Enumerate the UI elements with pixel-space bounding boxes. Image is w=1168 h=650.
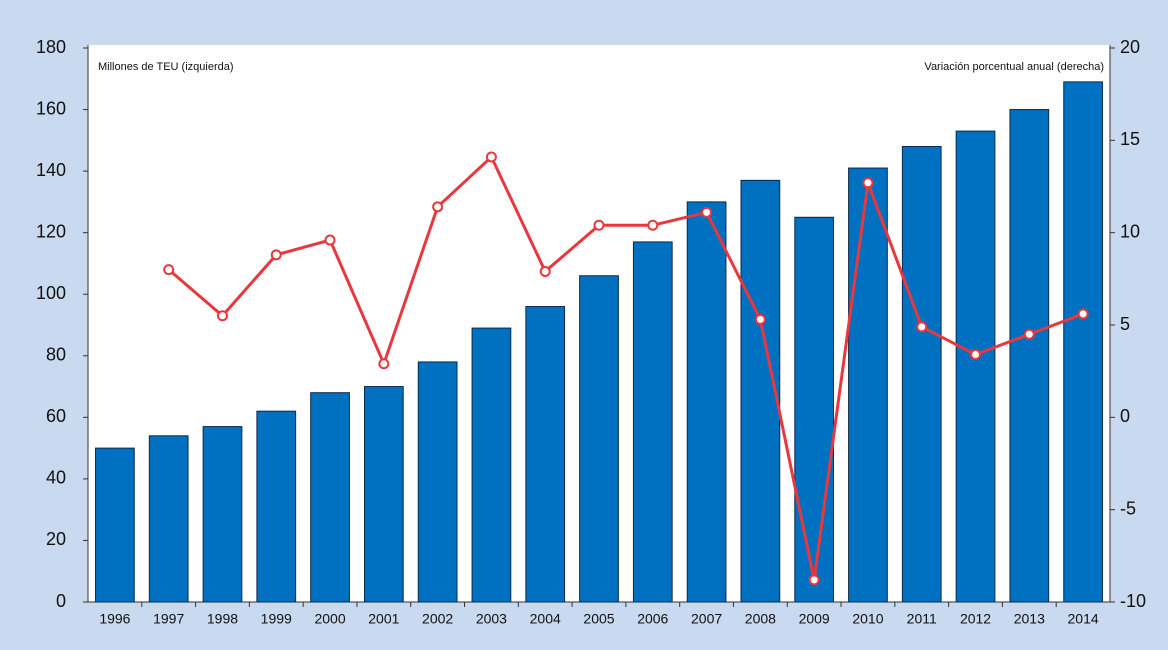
line-marker: [701, 206, 713, 218]
bar: [363, 386, 404, 603]
line-marker: [754, 313, 766, 325]
line-marker: [270, 249, 282, 261]
y-tick-label: 160: [36, 98, 66, 118]
bar: [686, 201, 727, 603]
y2-tick-label: 0: [1120, 406, 1130, 426]
bar: [310, 392, 350, 603]
x-tick-label: 2004: [530, 611, 561, 627]
y-tick-label: 100: [36, 283, 66, 303]
line-marker: [432, 201, 444, 213]
bar: [95, 447, 135, 603]
line-marker: [808, 574, 820, 586]
x-tick-label: 1997: [153, 611, 184, 627]
bar: [794, 216, 835, 603]
x-tick-label: 2000: [314, 611, 345, 627]
line-marker: [485, 151, 497, 163]
x-tick-label: 2010: [852, 611, 883, 627]
bar: [471, 327, 512, 603]
bar: [525, 306, 566, 603]
y-tick-label: 80: [46, 345, 66, 365]
x-tick-label: 2007: [691, 611, 722, 627]
line-marker: [539, 265, 551, 277]
y-tick-label: 140: [36, 160, 66, 180]
y-tick-label: 40: [46, 468, 66, 488]
line-marker: [324, 234, 336, 246]
x-tick-label: 2014: [1068, 611, 1099, 627]
line-marker: [378, 358, 390, 370]
line: [167, 154, 1084, 581]
y-tick-label: 20: [46, 529, 66, 549]
bar: [740, 179, 781, 603]
bar: [148, 435, 189, 603]
y2-tick-label: -5: [1120, 498, 1136, 518]
y-axis-label: Millones de TEU (izquierda): [98, 61, 234, 73]
bar: [1009, 109, 1050, 603]
x-tick-label: 2001: [368, 611, 399, 627]
line-marker: [916, 321, 928, 333]
x-tick-label: 2006: [637, 611, 668, 627]
x-tick-label: 2009: [799, 611, 830, 627]
x-tick-label: 2011: [907, 611, 937, 627]
line-marker: [862, 177, 874, 189]
line-marker: [647, 219, 659, 231]
bar: [256, 410, 297, 603]
x-tick-label: 2013: [1014, 611, 1045, 627]
x-tick-label: 2012: [960, 611, 991, 627]
line-marker: [1023, 328, 1035, 340]
bar: [632, 241, 673, 603]
x-tick-label: 2005: [583, 611, 614, 627]
line-marker: [593, 219, 605, 231]
y2-tick-label: 15: [1120, 129, 1140, 149]
line-marker: [163, 264, 175, 276]
line-marker: [216, 310, 228, 322]
x-tick-label: 2003: [476, 611, 507, 627]
line-marker: [970, 349, 982, 361]
y2-tick-label: -10: [1120, 591, 1146, 611]
x-tick-label: 1999: [261, 611, 292, 627]
y-tick-label: 60: [46, 406, 66, 426]
y2-tick-label: 20: [1120, 37, 1140, 57]
x-tick-label: 1996: [99, 611, 130, 627]
y2-tick-label: 5: [1120, 314, 1130, 334]
bar: [848, 167, 888, 603]
x-tick-label: 1998: [207, 611, 238, 627]
y-tick-label: 0: [56, 591, 66, 611]
y2-tick-label: 10: [1120, 221, 1140, 241]
y2-axis-label: Variación porcentual anual (derecha): [924, 61, 1104, 73]
y-tick-label: 120: [36, 221, 66, 241]
bar: [579, 275, 619, 603]
line-marker: [1077, 308, 1089, 320]
bar: [901, 145, 942, 603]
bar: [1063, 81, 1103, 603]
bar: [202, 426, 243, 603]
bar: [955, 130, 996, 603]
y-tick-label: 180: [36, 37, 66, 57]
bar: [417, 361, 458, 603]
x-tick-label: 2008: [745, 611, 776, 627]
x-tick-label: 2002: [422, 611, 453, 627]
